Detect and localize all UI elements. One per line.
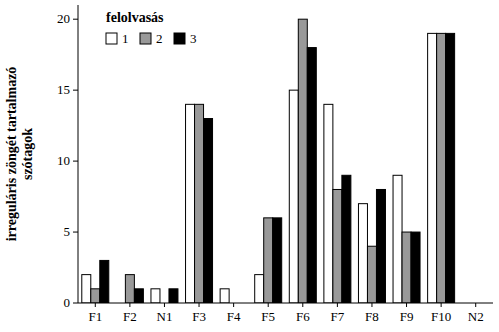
y-tick-label: 0: [64, 295, 71, 310]
y-tick-label: 10: [57, 153, 70, 168]
x-tick: [337, 303, 338, 307]
bar: [264, 218, 273, 303]
x-tick: [129, 303, 130, 307]
y-tick: [73, 161, 78, 162]
x-tick-label: F10: [431, 309, 451, 324]
bar: [411, 232, 420, 303]
bar: [376, 189, 385, 303]
y-tick: [73, 90, 78, 91]
y-tick: [73, 19, 78, 20]
x-tick: [475, 303, 476, 307]
bar: [91, 289, 100, 303]
bar: [402, 232, 411, 303]
bar: [82, 275, 91, 303]
x-tick-label: F6: [296, 309, 310, 324]
x-axis: [78, 303, 493, 304]
y-tick: [73, 303, 78, 304]
x-tick: [233, 303, 234, 307]
x-tick: [406, 303, 407, 307]
bar: [195, 104, 204, 303]
legend-swatch: [106, 33, 117, 44]
bar: [289, 90, 298, 303]
bar: [298, 19, 307, 303]
bar: [204, 119, 213, 303]
y-tick: [73, 232, 78, 233]
bar: [324, 104, 333, 303]
bar: [446, 33, 455, 303]
x-tick-label: N2: [468, 309, 484, 324]
y-tick-label: 5: [64, 224, 71, 239]
y-axis: [78, 5, 79, 303]
x-tick-label: F9: [400, 309, 414, 324]
legend-label: 3: [190, 31, 197, 46]
legend-label: 1: [122, 31, 129, 46]
bar: [342, 175, 351, 303]
bar: [151, 289, 160, 303]
x-tick-label: F8: [365, 309, 379, 324]
legend-label: 2: [156, 31, 163, 46]
x-tick-label: F2: [123, 309, 137, 324]
x-tick-label: N1: [157, 309, 173, 324]
bar: [100, 260, 109, 303]
chart: 0 5 10 15 20 F1 F2 N1 F3 F4 F5 F6 F7 F8 F9 F10 N2 irregul…: [0, 0, 499, 332]
bar: [125, 275, 134, 303]
bar: [273, 218, 282, 303]
x-tick-label: F1: [88, 309, 102, 324]
x-tick: [441, 303, 442, 307]
bar: [307, 48, 316, 303]
bar: [428, 33, 437, 303]
y-axis-label-line: szótagok: [20, 128, 35, 180]
bar: [358, 204, 367, 303]
bar: [186, 104, 195, 303]
x-tick: [371, 303, 372, 307]
bar: [333, 189, 342, 303]
x-tick: [302, 303, 303, 307]
bar: [367, 246, 376, 303]
x-tick-label: F7: [331, 309, 345, 324]
legend-title: felolvasás: [106, 10, 164, 25]
x-tick-label: F5: [261, 309, 275, 324]
x-tick: [95, 303, 96, 307]
x-tick-label: F3: [192, 309, 206, 324]
bar: [169, 289, 178, 303]
legend-swatch: [174, 33, 185, 44]
bar: [393, 175, 402, 303]
y-axis-label-line: irreguláris zöngét tartalmazó: [4, 67, 19, 242]
bars: [82, 19, 455, 303]
y-tick-label: 20: [57, 11, 70, 26]
y-tick-label: 15: [57, 82, 70, 97]
y-axis-label: irreguláris zöngét tartalmazószótagok: [4, 67, 35, 242]
bar: [134, 289, 143, 303]
x-tick: [164, 303, 165, 307]
bar: [255, 275, 264, 303]
x-tick: [268, 303, 269, 307]
x-tick: [199, 303, 200, 307]
legend-swatch: [140, 33, 151, 44]
bar: [220, 289, 229, 303]
x-tick-label: F4: [227, 309, 241, 324]
bar: [437, 33, 446, 303]
